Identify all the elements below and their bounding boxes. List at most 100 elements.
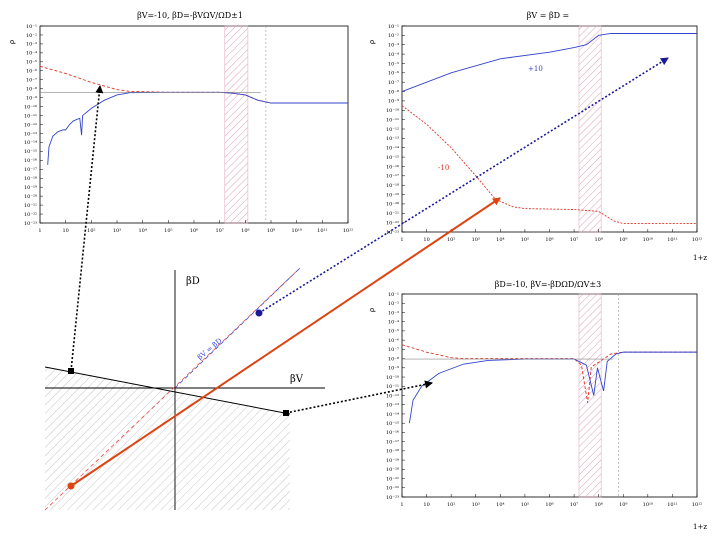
y-tick-label: 10⁻¹⁵ <box>386 155 399 161</box>
x-tick-label: 10¹² <box>692 502 702 508</box>
y-tick-label: 10⁻¹⁸ <box>24 176 37 182</box>
y-tick-label: 10⁻⁹ <box>388 366 399 372</box>
y-tick-label: 10⁻²³ <box>386 230 399 236</box>
y-tick-label: 10⁻¹⁴ <box>386 412 399 418</box>
diagonal-red-dashed <box>44 267 301 511</box>
x-tick-label: 10⁵ <box>164 228 172 234</box>
connector-arrows <box>67 57 669 490</box>
x-tick-label: 10⁷ <box>570 502 578 508</box>
x-tick-label: 10¹¹ <box>317 228 327 234</box>
diagonal-label: βV = βD <box>196 336 224 361</box>
chart-title: βV = βD = <box>527 11 569 20</box>
x-tick-label: 10² <box>87 228 95 234</box>
highlight-band <box>224 25 249 224</box>
arrow-start-marker-blue <box>255 309 263 317</box>
x-tick-label: 10³ <box>472 502 480 508</box>
series-line-blue <box>408 351 697 424</box>
x-tick-label: 10¹⁰ <box>291 228 301 234</box>
y-tick-label: 10⁻⁷ <box>388 80 399 86</box>
x-tick-label: 10 <box>423 237 429 243</box>
series-line--10 <box>401 105 697 225</box>
y-tick-label: 10⁻¹⁸ <box>386 449 399 455</box>
y-tick-label: 10⁻⁹ <box>388 99 399 105</box>
x-tick-label: 10⁹ <box>619 502 627 508</box>
y-tick-label: 10⁻¹³ <box>386 136 399 142</box>
y-tick-label: 10⁻⁴ <box>388 52 399 58</box>
arrow-start-marker-black-2 <box>283 410 289 416</box>
y-tick-label: 10⁻²² <box>386 220 399 226</box>
y-axis-label: ρ <box>368 40 376 44</box>
x-axis-label: 1+z <box>693 254 707 262</box>
x-tick-label: 10⁴ <box>496 502 504 508</box>
x-tick-label: 10 <box>62 228 68 234</box>
y-tick-label: 10⁻¹⁰ <box>386 108 399 114</box>
y-tick-label: 10⁻¹¹ <box>386 384 399 390</box>
y-tick-label: 10⁻¹⁹ <box>24 185 37 191</box>
x-tick-label: 10³ <box>113 228 121 234</box>
x-tick-label: 10¹¹ <box>667 237 677 243</box>
arrow-start-marker-black <box>68 368 74 374</box>
chart-panel-bottom-right: 10⁻¹ 10⁻² 10⁻³ 10⁻⁴ 10⁻⁵ 10⁻⁶ 10⁻⁷ 10⁻⁸ 10⁻⁹ 10⁻¹… <box>368 280 707 531</box>
y-tick-label: 10⁻² <box>388 301 399 307</box>
y-tick-label: 10⁻² <box>26 33 37 39</box>
beta-d-axis-label: βD <box>186 276 200 287</box>
x-tick-label: 10⁶ <box>190 228 198 234</box>
y-tick-label: 10⁻¹⁵ <box>386 421 399 427</box>
y-tick-labels: 10⁻¹ 10⁻² 10⁻³ 10⁻⁴ 10⁻⁵ 10⁻⁶ 10⁻⁷ 10⁻⁸ 10⁻⁹ 10⁻¹… <box>24 24 43 227</box>
y-tick-label: 10⁻¹⁶ <box>24 158 37 164</box>
x-tick-label: 10¹⁰ <box>643 237 653 243</box>
x-tick-label: 1 <box>400 237 403 243</box>
chart-panel-top-right: 10⁻¹ 10⁻² 10⁻³ 10⁻⁴ 10⁻⁵ 10⁻⁶ 10⁻⁷ 10⁻⁸ 10⁻⁹ 10⁻¹… <box>368 11 707 262</box>
x-tick-label: 10⁷ <box>215 228 223 234</box>
arrow-to-top-left-panel <box>70 85 104 372</box>
x-tick-label: 10¹² <box>692 237 702 243</box>
y-tick-label: 10⁻²⁰ <box>24 194 37 200</box>
x-tick-label: 10 <box>423 502 429 508</box>
annotation-plus10: +10 <box>528 65 543 73</box>
x-tick-label: 10⁶ <box>545 502 553 508</box>
y-tick-label: 10⁻²³ <box>386 495 399 501</box>
y-tick-label: 10⁻¹⁴ <box>386 146 399 152</box>
chart-panel-top-left: 10⁻¹ 10⁻² 10⁻³ 10⁻⁴ 10⁻⁵ 10⁻⁶ 10⁻⁷ 10⁻⁸ 10⁻⁹ 10⁻¹… <box>8 11 353 234</box>
y-tick-label: 10⁻⁸ <box>388 356 399 362</box>
y-tick-label: 10⁻²¹ <box>386 476 399 482</box>
x-tick-label: 10⁴ <box>138 228 146 234</box>
x-tick-label: 10¹² <box>343 228 353 234</box>
y-tick-label: 10⁻²⁰ <box>386 467 399 473</box>
y-tick-label: 10⁻³ <box>388 43 399 49</box>
x-tick-label: 10⁸ <box>594 237 602 243</box>
arrow-to-top-right-blue <box>258 57 669 314</box>
y-tick-label: 10⁻²² <box>24 212 37 218</box>
y-tick-label: 10⁻¹⁸ <box>386 183 399 189</box>
x-axis-label: 1+z <box>693 523 707 531</box>
y-tick-label: 10⁻⁵ <box>388 61 399 67</box>
y-tick-label: 10⁻¹⁹ <box>386 458 399 464</box>
series-line-red <box>401 344 697 403</box>
y-tick-label: 10⁻³ <box>388 310 399 316</box>
y-tick-label: 10⁻⁷ <box>388 347 399 353</box>
y-tick-label: 10⁻¹ <box>388 292 399 298</box>
x-tick-label: 10⁸ <box>241 228 249 234</box>
x-tick-label: 10⁸ <box>594 502 602 508</box>
arrow-to-bottom-right-panel <box>285 380 433 414</box>
y-tick-labels: 10⁻¹ 10⁻² 10⁻³ 10⁻⁴ 10⁻⁵ 10⁻⁶ 10⁻⁷ 10⁻⁸ 10⁻⁹ 10⁻¹… <box>386 24 405 236</box>
diagonal-blue-dashed <box>174 267 301 389</box>
chart-title: βV=-10, βD=-βVΩV/ΩD±1 <box>137 11 243 20</box>
y-tick-label: 10⁻⁵ <box>388 329 399 335</box>
highlight-band <box>578 293 602 498</box>
x-tick-label: 10⁵ <box>521 502 529 508</box>
y-tick-label: 10⁻²¹ <box>24 203 37 209</box>
y-tick-label: 10⁻⁹ <box>26 95 37 101</box>
x-tick-label: 10⁷ <box>570 237 578 243</box>
y-tick-label: 10⁻¹⁷ <box>386 439 399 445</box>
y-axis-label: ρ <box>8 40 16 44</box>
y-tick-label: 10⁻¹⁹ <box>386 192 399 198</box>
y-tick-label: 10⁻¹² <box>386 127 399 133</box>
y-tick-label: 10⁻²³ <box>24 221 37 227</box>
series-line-red <box>39 65 348 104</box>
y-tick-label: 10⁻⁸ <box>26 86 37 92</box>
boundary-line <box>44 366 291 415</box>
y-tick-label: 10⁻⁴ <box>388 319 399 325</box>
arrow-start-marker-red <box>67 482 75 490</box>
chart-title: βD=-10, βV=-βDΩD/ΩV±3 <box>495 280 602 289</box>
